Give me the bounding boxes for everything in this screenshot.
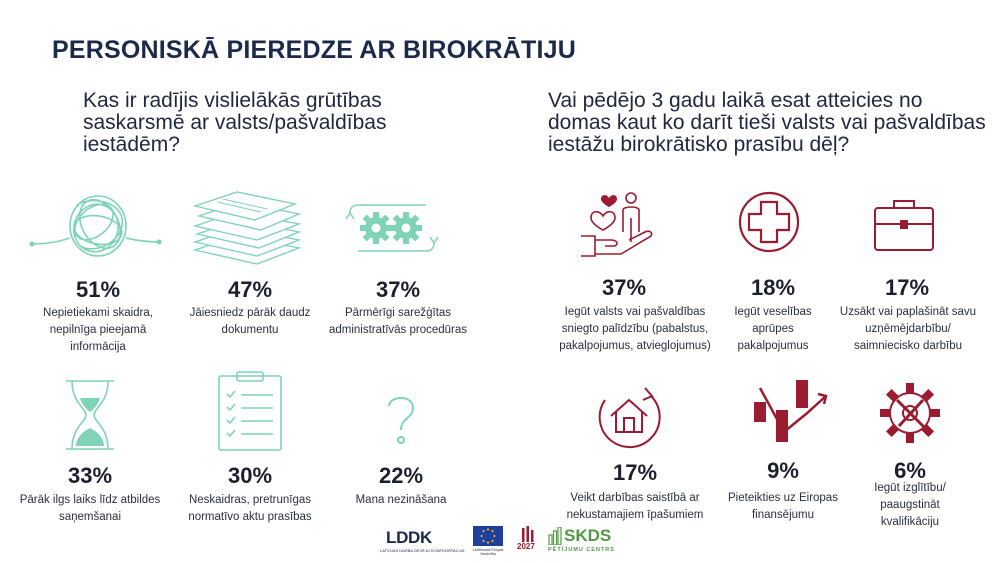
left-question: Kas ir radījis vislielākās grūtības sask… (83, 89, 387, 156)
gears-icon (345, 204, 439, 252)
right-label-5: Pieteikties uz Eiropas finansējumu (728, 492, 838, 521)
left-percent-5: 30% (227, 463, 273, 488)
right-label-4: Veikt darbības saistībā ar nekustamajiem… (566, 492, 704, 521)
skds-subtitle: PĒTĪJUMU CENTRS (548, 547, 615, 553)
left-percent-3: 37% (375, 277, 421, 302)
page-title: PERSONISKĀ PIEREDZE AR BIROKRĀTIJU (52, 36, 576, 64)
hourglass-icon (66, 380, 114, 450)
right-label-6: Iegūt izglītību/ paaugstināt kvalifikāci… (874, 482, 946, 528)
gear-tools-icon (880, 383, 940, 443)
right-label-2: Iegūt veselības aprūpes pakalpojumus (734, 306, 812, 352)
checklist-icon (218, 371, 282, 451)
medical-cross-icon (738, 191, 800, 253)
left-label-5: Neskaidras, pretrunīgas normatīvo aktu p… (188, 494, 312, 523)
right-percent-2: 18% (750, 275, 796, 300)
eu-flag-icon (473, 526, 503, 546)
skds-bars-icon (548, 527, 562, 545)
left-label-1: Nepietiekami skaidra, nepilnīga pieejamā… (43, 307, 153, 353)
care-hand-icon (581, 192, 653, 257)
lddk-logo: LDDK (386, 528, 433, 547)
left-percent-6: 22% (378, 463, 424, 488)
left-label-6: Mana nezināšana (355, 494, 447, 506)
right-percent-1: 37% (601, 275, 647, 300)
year-2027: 2027 (517, 542, 535, 551)
left-percent-1: 51% (75, 277, 121, 302)
eu-caption: Līdzfinansē Eiropas Savienība (472, 548, 504, 556)
right-percent-6: 6% (894, 458, 926, 483)
house-icon (598, 387, 661, 449)
document-stack-icon (192, 191, 302, 265)
left-percent-4: 33% (67, 463, 113, 488)
right-label-3: Uzsākt vai paplašināt savu uzņēmējdarbīb… (839, 306, 977, 352)
left-label-4: Pārāk ilgs laiks līdz atbildes saņemšana… (19, 494, 161, 523)
logo-strip: LDDK LATVIJAS DARBA DEVĒJU KONFEDERĀCIJA… (380, 526, 630, 558)
lv-2027-mark-icon (522, 526, 534, 542)
left-percent-2: 47% (227, 277, 273, 302)
lddk-subtitle: LATVIJAS DARBA DEVĒJU KONFEDERĀCIJA (380, 548, 465, 553)
right-label-1: Iegūt valsts vai pašvaldības sniegto pal… (559, 306, 711, 352)
right-question: Vai pēdējo 3 gadu laikā esat atteicies n… (548, 89, 986, 156)
right-percent-5: 9% (767, 458, 799, 483)
right-percent-3: 17% (884, 275, 930, 300)
growth-chart-icon (754, 380, 828, 442)
left-label-3: Pārmērīgi sarežģītas administratīvās pro… (328, 307, 468, 336)
left-label-2: Jāiesniedz pārāk daudz dokumentu (189, 307, 311, 336)
tangled-line-icon (29, 195, 162, 257)
right-percent-4: 17% (612, 460, 658, 485)
briefcase-icon (874, 200, 934, 251)
question-mark-icon (388, 397, 415, 444)
skds-logo: SKDS (564, 526, 612, 545)
